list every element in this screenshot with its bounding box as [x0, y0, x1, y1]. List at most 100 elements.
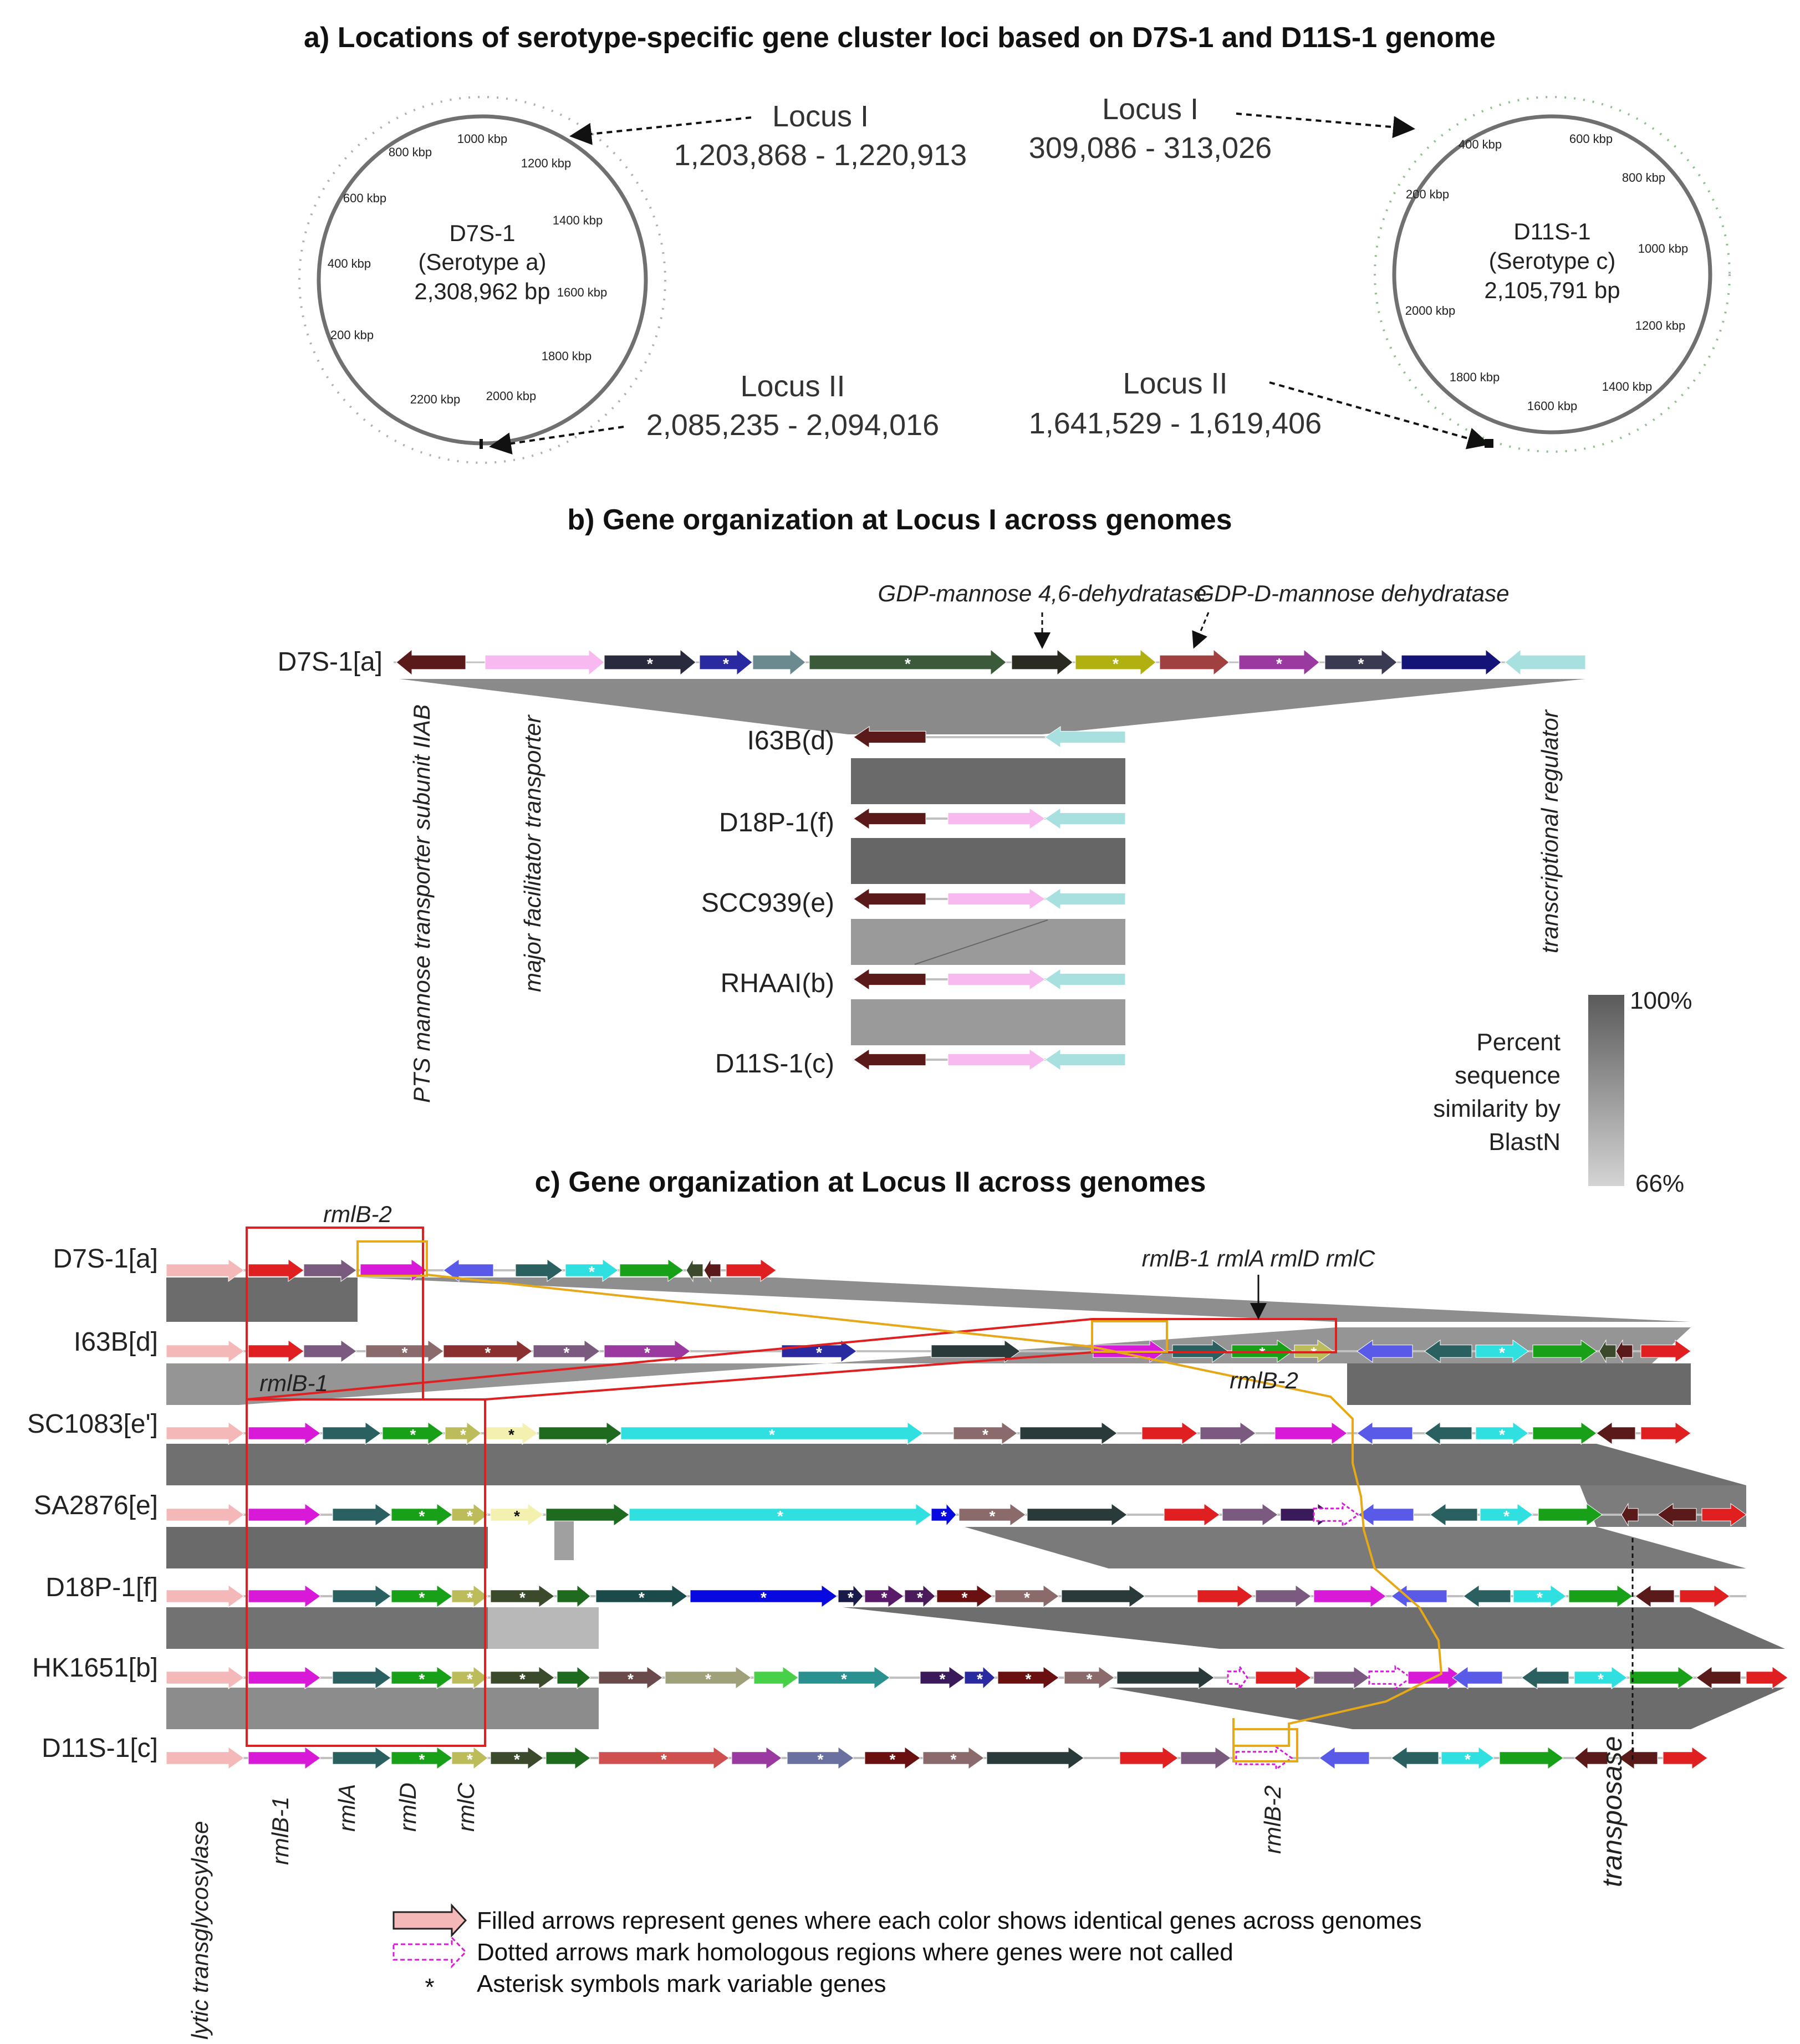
- tick-label: 200 kbp: [330, 328, 374, 342]
- legend-dotted-arrow-icon: [392, 1935, 467, 1969]
- gene-arrow: [1521, 1666, 1569, 1689]
- tick-label: 1600 kbp: [1527, 399, 1578, 413]
- gene-arrow: [947, 968, 1046, 990]
- gene-arrow: [686, 1258, 703, 1282]
- tick-label: 600 kbp: [1569, 132, 1613, 146]
- variable-gene-asterisk: *: [589, 1263, 595, 1280]
- rmlB2-box-top: [356, 1240, 428, 1277]
- gene-arrow: [1532, 1340, 1597, 1363]
- c-row-label: HK1651[b]: [32, 1653, 158, 1683]
- scale-caption-3: similarity by: [1433, 1095, 1561, 1122]
- gene-arrow: [248, 1666, 321, 1689]
- annot-gdp-mannose-46: GDP-mannose 4,6-dehydratase: [878, 580, 1207, 606]
- gene-arrow: [947, 808, 1046, 830]
- similarity-band: [358, 1278, 1691, 1322]
- variable-gene-asterisk: *: [890, 1751, 896, 1768]
- gene-arrow: [1696, 1666, 1741, 1689]
- gene-arrow: [1629, 1666, 1694, 1689]
- genome-map-d11s1: 400 kbp 600 kbp 200 kbp 800 kbp 1000 kbp…: [1374, 96, 1731, 453]
- b-similarity-band-top: [399, 679, 1585, 734]
- tick-label: 1800 kbp: [542, 349, 592, 363]
- gene-arrow: [1615, 1339, 1633, 1363]
- gene-arrow: [1222, 1503, 1278, 1526]
- scale-caption-4: BlastN: [1488, 1128, 1561, 1156]
- gene-arrow: [1227, 1664, 1248, 1692]
- gene-arrow: [1235, 1745, 1293, 1771]
- gene-arrow: [798, 1666, 890, 1689]
- gene-arrow: [1044, 1049, 1126, 1071]
- d11-locus1-name: Locus I: [1102, 93, 1199, 126]
- panel-b-title: b) Gene organization at Locus I across g…: [567, 504, 1232, 536]
- gene-arrow: [947, 1049, 1046, 1071]
- gene-arrow: [1197, 1585, 1253, 1608]
- tick-label: 400 kbp: [1459, 137, 1502, 151]
- scale-max: 100%: [1630, 987, 1692, 1014]
- tick-label: 1000 kbp: [457, 132, 508, 146]
- gene-arrow: [322, 1422, 381, 1445]
- gene-arrow: [1027, 1503, 1128, 1526]
- gene-arrow: [1640, 1340, 1691, 1363]
- gene-arrow: [1424, 1340, 1472, 1363]
- label-rmlB2-top: rmlB-2: [323, 1201, 392, 1227]
- gene-arrow: [1599, 1339, 1617, 1363]
- d11s1-serotype: (Serotype c): [1489, 248, 1616, 274]
- gene-arrow: [1061, 1585, 1145, 1608]
- genome-map-d7s1: 1000 kbp 800 kbp 1200 kbp 600 kbp 1400 k…: [298, 96, 666, 464]
- gene-arrow: [490, 1585, 555, 1608]
- variable-gene-asterisk: *: [841, 1670, 847, 1688]
- gene-arrow: [1357, 1422, 1413, 1445]
- gene-arrow: [166, 1503, 244, 1526]
- gene-arrow: [1441, 1746, 1495, 1770]
- gene-arrow: [920, 1666, 965, 1689]
- variable-gene-asterisk: *: [1026, 1670, 1032, 1688]
- label-rmlB1-mid: rmlB-1: [259, 1370, 328, 1396]
- variable-gene-asterisk: *: [777, 1508, 783, 1525]
- gene-arrow: [953, 1422, 1018, 1445]
- gene-arrow: [1313, 1666, 1370, 1689]
- variable-gene-asterisk: *: [848, 1589, 854, 1606]
- variable-gene-asterisk: *: [769, 1426, 775, 1443]
- gene-arrow: [490, 1746, 544, 1770]
- gene-arrow: [1505, 648, 1586, 676]
- vert-pts-label: PTS mannose transporter subunit IIAB: [409, 704, 435, 1103]
- gene-arrow: [248, 1746, 321, 1770]
- gene-arrow: [1313, 1502, 1360, 1527]
- variable-gene-asterisk: *: [990, 1508, 996, 1525]
- gene-arrow: [1044, 888, 1126, 910]
- d11s1-outer-dots: [1374, 96, 1731, 453]
- gene-arrow: [931, 1503, 957, 1527]
- gene-arrow: [166, 1746, 244, 1770]
- gene-arrow: [1255, 1666, 1312, 1689]
- gene-arrow: [391, 1666, 453, 1689]
- d11-locus1-range: 309,086 - 313,026: [1029, 131, 1272, 165]
- label-lytic-transglycosylase: lytic transglycosylase: [187, 1821, 213, 2040]
- gene-arrow: [947, 888, 1046, 910]
- variable-gene-asterisk: *: [705, 1670, 711, 1688]
- gene-arrow: [1064, 1666, 1115, 1689]
- gene-arrow: [958, 1503, 1026, 1526]
- gene-arrow: [752, 648, 806, 676]
- d7s1-serotype: (Serotype a): [418, 249, 546, 275]
- gene-arrow: [904, 1584, 936, 1608]
- variable-gene-asterisk: *: [519, 1670, 526, 1688]
- tick-label: 2000 kbp: [486, 389, 537, 403]
- gene-arrow: [753, 1666, 799, 1689]
- variable-gene-asterisk: *: [1598, 1670, 1604, 1688]
- gene-arrow: [391, 1746, 453, 1770]
- gene-arrow: [931, 1340, 1021, 1363]
- gene-arrow: [332, 1585, 391, 1608]
- b-row-label: I63B(d): [747, 726, 834, 755]
- gene-arrow: [1401, 648, 1502, 676]
- similarity-band: [166, 1688, 599, 1729]
- gene-arrow: [1180, 1746, 1231, 1770]
- variable-gene-asterisk: *: [661, 1751, 667, 1768]
- b-row-gene-tracks: [853, 726, 1126, 1071]
- variable-gene-asterisk: *: [941, 1508, 947, 1525]
- gene-arrow: [1746, 1666, 1788, 1689]
- gene-arrow: [665, 1666, 752, 1689]
- gene-arrow: [1596, 1422, 1636, 1445]
- tick-label: 2000 kbp: [1405, 304, 1456, 318]
- gene-arrow: [545, 1746, 591, 1770]
- variable-gene-asterisk: *: [519, 1589, 526, 1606]
- gene-arrow: [1513, 1585, 1567, 1608]
